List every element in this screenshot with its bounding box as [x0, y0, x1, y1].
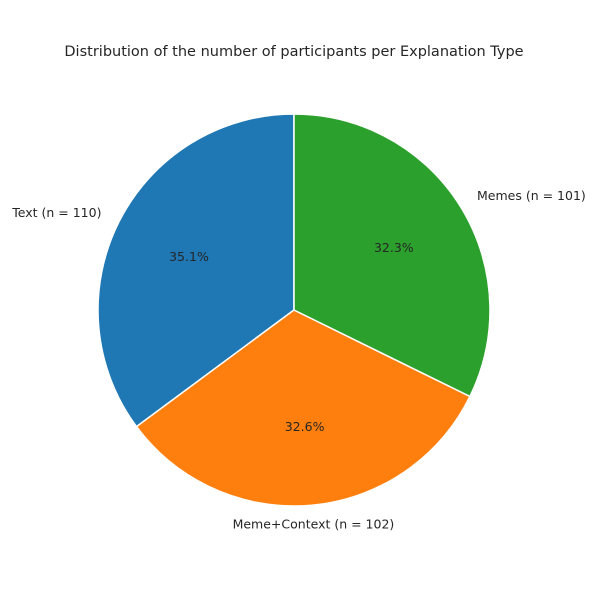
pie-slice [97, 113, 295, 428]
chart-title: Distribution of the number of participan… [64, 44, 523, 60]
slice-category-label: Meme+Context (n = 102) [233, 517, 395, 532]
pie-slice [135, 309, 471, 507]
slice-percent-label: 32.6% [285, 419, 325, 434]
slice-percent-label: 35.1% [169, 249, 209, 264]
pie-slices [97, 113, 491, 507]
slice-category-label: Text (n = 110) [11, 205, 101, 220]
slice-percent-label: 32.3% [374, 240, 414, 255]
pie-slice [293, 113, 491, 398]
slice-category-label: Memes (n = 101) [477, 188, 586, 203]
pie-labels: 35.1% Text (n = 110) 32.6% Meme+Context (n … [11, 188, 586, 532]
